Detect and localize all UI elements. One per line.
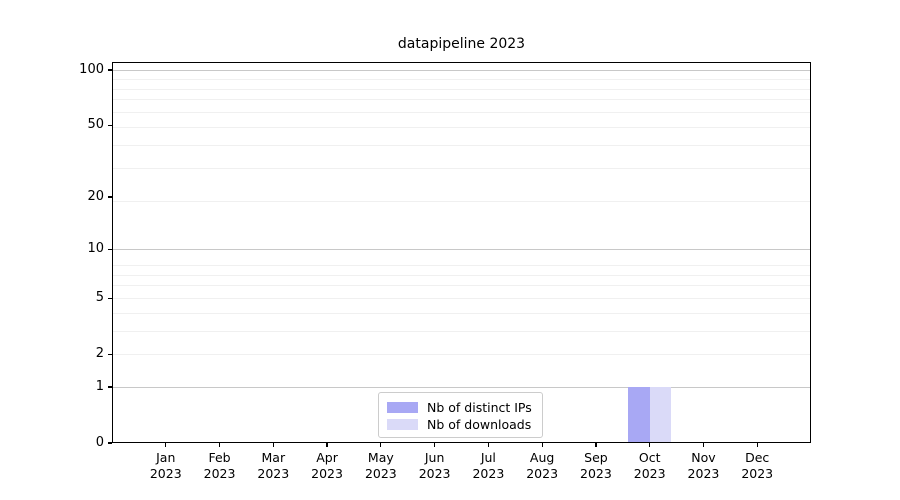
x-tick-mark	[272, 443, 274, 447]
y-gridline-major	[113, 248, 810, 250]
y-tick-mark	[108, 442, 112, 444]
y-gridline-minor	[113, 274, 810, 276]
y-gridline-minor	[113, 111, 810, 113]
y-tick-label: 5	[95, 290, 104, 306]
x-tick-label: May 2023	[364, 450, 397, 481]
y-tick-mark	[108, 196, 112, 198]
legend-item: Nb of distinct IPs	[387, 399, 534, 415]
x-tick-mark	[756, 443, 758, 447]
x-tick-label: Mar 2023	[257, 450, 290, 481]
y-tick-mark	[108, 353, 112, 355]
y-gridline-minor	[113, 285, 810, 287]
y-gridline-minor	[113, 312, 810, 314]
y-gridline-minor	[113, 79, 810, 80]
y-gridline-minor	[113, 297, 810, 299]
y-tick-label: 20	[87, 188, 104, 204]
x-tick-mark	[487, 443, 489, 447]
y-gridline-major	[113, 386, 810, 388]
x-tick-label: Apr 2023	[311, 450, 343, 481]
x-tick-mark	[649, 443, 651, 447]
plot-area	[112, 62, 811, 443]
y-gridline-minor	[113, 353, 810, 355]
legend-label: Nb of downloads	[427, 416, 532, 432]
chart-title: datapipeline 2023	[397, 36, 526, 52]
y-tick-mark	[108, 69, 112, 71]
y-tick-label: 50	[87, 117, 104, 133]
y-tick-label: 10	[87, 241, 104, 257]
legend: Nb of distinct IPs Nb of downloads	[378, 392, 543, 438]
y-gridline-minor	[113, 167, 810, 169]
bar-nb-of-downloads	[649, 386, 672, 442]
y-tick-label: 100	[79, 61, 104, 77]
y-tick-label: 0	[95, 435, 104, 450]
y-tick-label: 1	[95, 378, 104, 394]
y-gridline-minor	[113, 126, 810, 128]
y-tick-mark	[108, 297, 112, 299]
y-tick-label: 2	[95, 346, 104, 362]
y-gridline-minor	[113, 144, 810, 146]
bar-nb-of-distinct-ips	[628, 386, 650, 442]
x-tick-mark	[218, 443, 221, 447]
x-tick-mark	[326, 443, 328, 447]
legend-swatch	[387, 418, 418, 430]
y-tick-mark	[108, 386, 112, 388]
x-tick-mark	[165, 443, 167, 447]
y-gridline-minor	[113, 265, 810, 267]
y-gridline-major	[113, 69, 810, 71]
y-gridline-minor	[113, 99, 810, 101]
x-tick-mark	[702, 443, 705, 447]
legend-swatch	[387, 401, 418, 413]
x-tick-mark	[541, 443, 543, 447]
x-tick-label: Aug 2023	[526, 450, 559, 481]
x-tick-label: Feb 2023	[203, 450, 236, 481]
y-gridline-minor	[113, 330, 810, 332]
x-tick-label: Nov 2023	[687, 450, 720, 481]
legend-item: Nb of downloads	[387, 416, 534, 432]
x-tick-label: Oct 2023	[633, 450, 666, 481]
x-tick-label: Jan 2023	[149, 450, 182, 481]
x-tick-label: Dec 2023	[741, 450, 774, 481]
x-tick-label: Jun 2023	[418, 450, 451, 481]
legend-label: Nb of distinct IPs	[427, 399, 532, 415]
x-tick-mark	[595, 443, 597, 447]
y-tick-mark	[108, 124, 112, 126]
y-tick-mark	[108, 248, 112, 250]
x-tick-label: Jul 2023	[472, 450, 505, 481]
x-tick-label: Sep 2023	[580, 450, 612, 481]
x-tick-mark	[434, 443, 436, 447]
x-tick-mark	[380, 443, 382, 447]
y-gridline-minor	[113, 88, 810, 90]
y-gridline-minor	[113, 200, 810, 202]
